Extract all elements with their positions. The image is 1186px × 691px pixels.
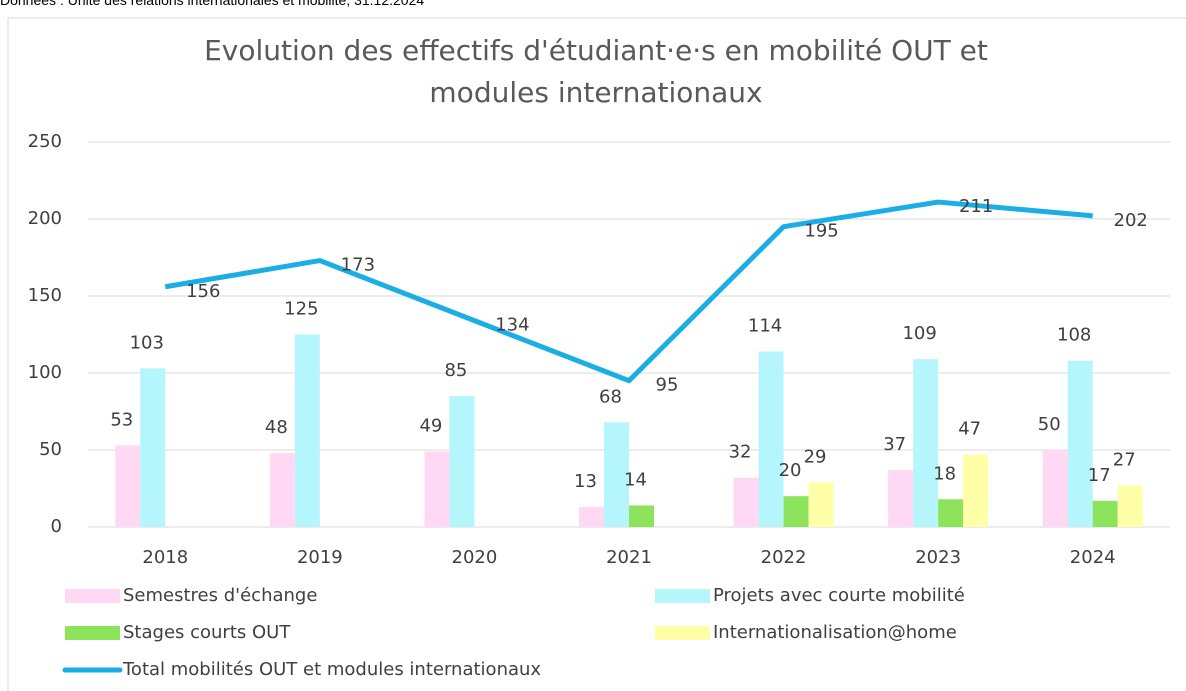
y-tick-label: 150 xyxy=(28,285,62,306)
line-value-label: 211 xyxy=(959,196,993,217)
bar xyxy=(783,496,809,527)
x-tick-label: 2020 xyxy=(452,547,498,568)
line-value-label: 95 xyxy=(656,375,679,396)
y-tick-label: 250 xyxy=(28,131,62,152)
bar xyxy=(963,454,989,527)
bar xyxy=(733,477,759,527)
bar-value-label: 108 xyxy=(1057,325,1091,346)
legend-label: Projets avec courte mobilité xyxy=(713,585,965,606)
bar-value-label: 14 xyxy=(624,469,647,490)
bar xyxy=(1117,485,1143,527)
bar xyxy=(579,506,604,527)
bar-value-label: 125 xyxy=(284,299,318,320)
bar-value-label: 53 xyxy=(110,409,133,430)
bar xyxy=(424,451,450,527)
bar-value-label: 103 xyxy=(130,332,164,353)
line-value-label: 195 xyxy=(804,221,838,242)
bar xyxy=(604,422,629,527)
x-tick-label: 2021 xyxy=(606,547,652,568)
bar-value-label: 18 xyxy=(933,463,956,484)
legend-label: Semestres d'échange xyxy=(123,585,317,606)
bar xyxy=(808,482,834,527)
bar-value-label: 32 xyxy=(729,442,752,463)
line-value-label: 134 xyxy=(495,315,529,336)
chart-title: Evolution des effectifs d'étudiant·e·s e… xyxy=(204,34,988,109)
y-tick-label: 100 xyxy=(28,362,62,383)
legend-swatch xyxy=(65,589,120,603)
line-value-label: 156 xyxy=(186,281,220,302)
bar xyxy=(758,351,784,527)
legend-label: Internationalisation@home xyxy=(713,622,957,643)
legend-swatch xyxy=(65,626,120,640)
x-tick-label: 2024 xyxy=(1070,547,1116,568)
bar xyxy=(913,359,939,527)
bar-value-label: 29 xyxy=(804,446,827,467)
y-tick-label: 200 xyxy=(28,208,62,229)
bar-value-label: 114 xyxy=(748,315,782,336)
bar-value-label: 13 xyxy=(574,471,597,492)
bar-value-label: 37 xyxy=(883,434,906,455)
line xyxy=(164,199,1093,384)
legend-label: Stages courts OUT xyxy=(123,622,291,643)
x-tick-label: 2022 xyxy=(761,547,807,568)
x-tick-label: 2019 xyxy=(297,547,343,568)
bar xyxy=(449,396,475,527)
bar xyxy=(629,505,654,527)
bar xyxy=(140,368,166,527)
bar xyxy=(888,470,914,527)
x-tick-label: 2023 xyxy=(915,547,961,568)
bar-value-label: 85 xyxy=(444,360,467,381)
bar xyxy=(269,453,295,527)
bar xyxy=(938,499,964,527)
bar-value-label: 17 xyxy=(1088,465,1111,486)
legend-swatch xyxy=(655,589,710,603)
bar-value-label: 68 xyxy=(599,386,622,407)
bar-value-label: 47 xyxy=(958,419,981,440)
bar-value-label: 48 xyxy=(265,417,288,438)
bar xyxy=(294,334,320,527)
legend-swatch xyxy=(655,626,710,640)
bar-value-label: 27 xyxy=(1113,449,1136,470)
bar-value-label: 109 xyxy=(902,323,936,344)
bar-value-label: 50 xyxy=(1038,414,1061,435)
source-note: Données : Unité des relations internatio… xyxy=(0,0,425,8)
line-value-label: 173 xyxy=(341,255,375,276)
y-tick-label: 0 xyxy=(51,516,62,537)
chart-frame xyxy=(7,17,1186,691)
line-value-label: 202 xyxy=(1114,210,1148,231)
bar xyxy=(1067,360,1093,527)
x-tick-label: 2018 xyxy=(142,547,188,568)
bar-value-label: 20 xyxy=(779,460,802,481)
y-tick-label: 50 xyxy=(39,439,62,460)
bar-value-label: 49 xyxy=(419,416,442,437)
bar xyxy=(1092,500,1118,527)
legend-label: Total mobilités OUT et modules internati… xyxy=(122,659,541,680)
bar xyxy=(115,445,141,527)
bar xyxy=(1042,450,1068,527)
